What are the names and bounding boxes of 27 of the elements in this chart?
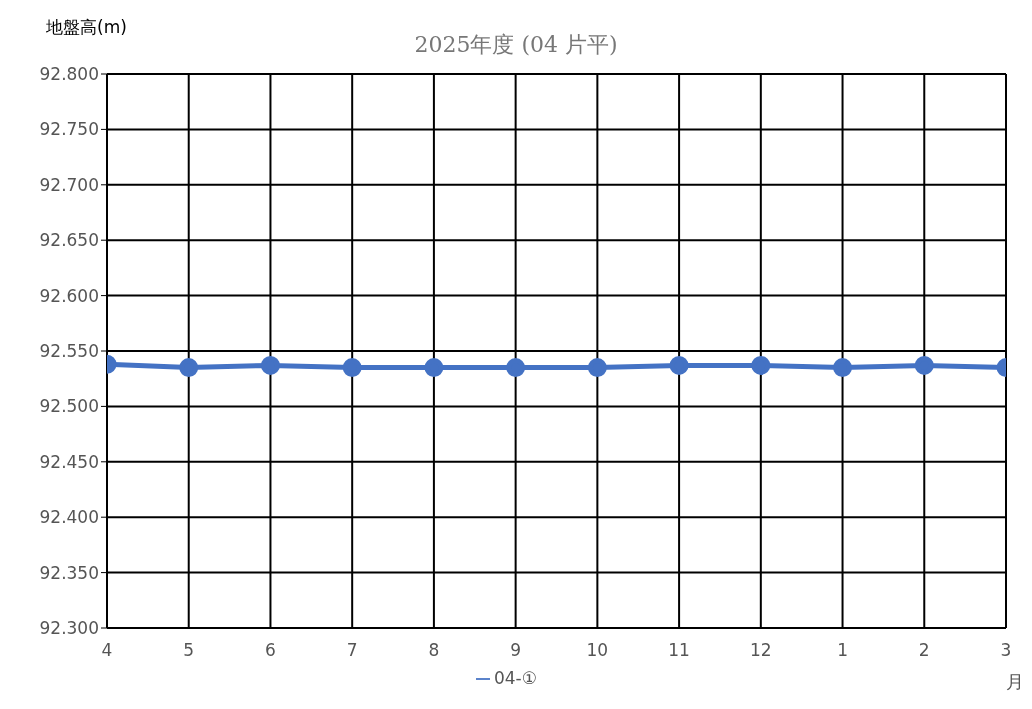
y-axis-title: 地盤高(m) [46, 16, 127, 39]
x-tick-label: 7 [346, 640, 358, 661]
y-tick-label: 92.650 [39, 230, 99, 251]
y-tick-label: 92.300 [39, 618, 99, 639]
x-tick-label: 5 [183, 640, 195, 661]
x-tick-label: 12 [750, 640, 772, 661]
x-tick-label: 3 [1000, 640, 1012, 661]
legend-label: 04-① [493, 668, 537, 688]
y-tick-label: 92.400 [39, 507, 99, 528]
x-tick-label: 10 [586, 640, 609, 661]
y-tick-label: 92.700 [39, 174, 99, 195]
x-tick-label: 2 [918, 640, 930, 661]
y-tick-label: 92.750 [39, 119, 99, 140]
x-tick-label: 8 [428, 640, 440, 661]
x-tick-label: 11 [668, 640, 690, 661]
y-tick-label: 92.600 [39, 285, 99, 306]
chart-title: 2025年度 (04 片平) [414, 32, 618, 57]
y-tick-label: 92.450 [39, 451, 99, 472]
y-tick-label: 92.550 [39, 341, 99, 362]
y-tick-label: 92.350 [39, 562, 99, 583]
x-tick-label: 9 [510, 640, 522, 661]
y-tick-label: 92.800 [39, 64, 99, 85]
x-tick-label: 1 [837, 640, 848, 661]
x-tick-label: 6 [265, 640, 276, 661]
y-tick-label: 92.500 [39, 396, 99, 417]
x-axis-title: 月 [1006, 670, 1024, 694]
x-tick-label: 4 [101, 640, 113, 661]
